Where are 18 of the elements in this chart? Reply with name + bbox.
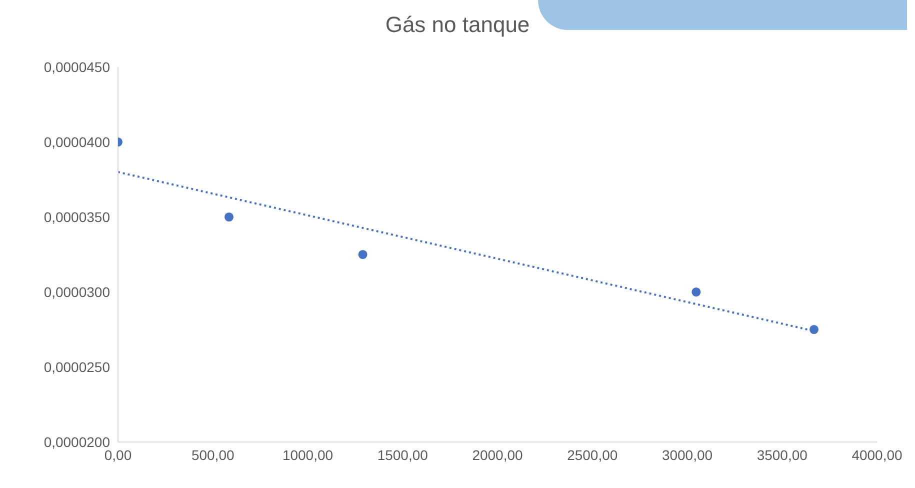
x-tick-label: 4000,00	[852, 446, 903, 463]
x-tick-label: 3000,00	[662, 446, 713, 463]
x-tick-label: 1000,00	[282, 446, 334, 463]
y-tick-label: 0,0000400	[44, 134, 110, 150]
y-tick-label: 0,0000300	[44, 284, 110, 300]
x-tick-label: 2500,00	[567, 446, 618, 463]
chart-title: Gás no tanque	[384, 12, 531, 38]
x-tick-label: 3500,00	[756, 446, 808, 463]
point	[358, 250, 368, 260]
x-tick-label: 1500,00	[377, 446, 428, 463]
x-tick-label: 500,00	[191, 446, 234, 463]
y-tick-label: 0,0000450	[44, 58, 110, 75]
y-tick-label: 0,0000250	[44, 358, 110, 375]
x-tick-label: 2000,00	[472, 446, 524, 463]
y-tick-label: 0,0000350	[44, 208, 110, 225]
point	[692, 287, 701, 297]
point	[224, 212, 234, 222]
point	[809, 324, 819, 334]
